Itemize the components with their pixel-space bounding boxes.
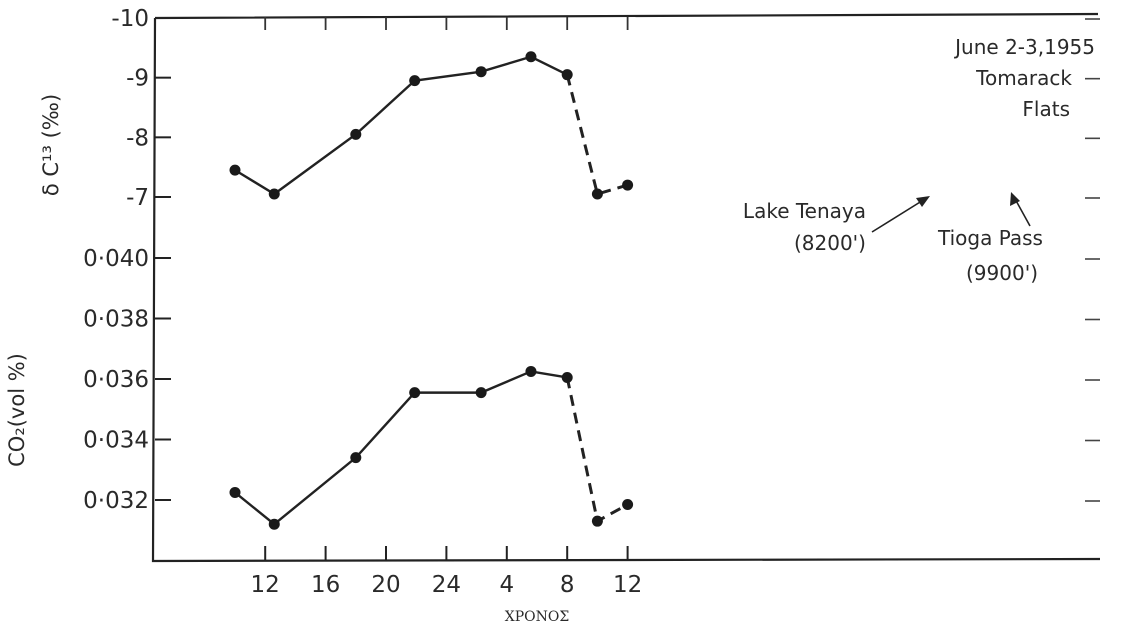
y-tick-label: 0·032 [83, 488, 149, 514]
x-tick-label: 24 [432, 572, 461, 598]
y-axis-title-delta: δ C¹³ (‰) [39, 94, 63, 196]
data-point [268, 188, 280, 200]
y-tick-label: 0·040 [83, 246, 149, 272]
x-tick-label: 12 [613, 572, 642, 598]
data-point [622, 499, 634, 511]
series-line-solid [234, 55, 568, 196]
annotation-lake-line-2: (8200') [794, 231, 866, 255]
data-point [268, 518, 280, 530]
y-tick-label: -8 [126, 125, 149, 151]
x-tick-label: 20 [371, 572, 400, 598]
data-point [591, 188, 603, 200]
series-line-solid [234, 370, 568, 526]
x-tick-label: 16 [311, 572, 340, 598]
axis-ticks: -10 -9 -8 -7 0·040 0·038 0·036 0·034 0·032 12 16 20… [83, 6, 1100, 598]
annotation-tioga-line-1: Tioga Pass [937, 226, 1043, 250]
data-point [525, 365, 537, 377]
annotation-lake-line-1: Lake Tenaya [743, 199, 866, 223]
x-tick-label: 12 [251, 572, 280, 598]
data-point [561, 371, 573, 383]
x-tick-label: 8 [560, 572, 575, 598]
data-point [591, 515, 603, 527]
data-point [409, 75, 421, 87]
annotation-tioga-arrowhead [1010, 192, 1020, 206]
data-point [561, 69, 573, 81]
annotation-lake-tenaya: Lake Tenaya (8200') [743, 196, 930, 255]
annotation-tioga-line-2: (9900') [966, 261, 1038, 285]
data-point [622, 179, 634, 191]
data-point [350, 128, 362, 140]
y-tick-label: 0·034 [83, 428, 149, 454]
series-line-dashed [565, 74, 629, 196]
annotation-tioga-pass: Tioga Pass (9900') [937, 192, 1043, 285]
data-point [229, 486, 241, 498]
y-tick-label: 0·038 [83, 307, 149, 333]
data-point [229, 164, 241, 176]
annotation-lake-arrowhead [916, 196, 930, 207]
y-tick-label: 0·036 [83, 367, 149, 393]
y-axis-title-co2: CO₂(vol %) [5, 353, 29, 467]
series-line-dashed [565, 377, 629, 524]
x-tick-label: 4 [499, 572, 514, 598]
data-point [409, 387, 421, 399]
data-point [475, 387, 487, 399]
data-point [525, 51, 537, 63]
annotation-june: June 2-3,1955 Tomarack Flats [953, 35, 1095, 121]
annotation-june-line-3: Flats [1022, 97, 1070, 121]
y-tick-label: -10 [111, 6, 149, 32]
annotation-lake-arrow [871, 198, 926, 233]
y-tick-label: -9 [126, 66, 149, 92]
series-layer [229, 51, 634, 530]
data-point [350, 452, 362, 464]
annotation-june-line-1: June 2-3,1955 [953, 35, 1095, 59]
y-tick-label: -7 [126, 185, 149, 211]
plot-frame [151, 12, 1101, 563]
x-axis-title: ΧΡΟΝΟΣ [505, 609, 570, 625]
data-point [475, 66, 487, 78]
annotation-june-line-2: Tomarack [975, 66, 1072, 90]
